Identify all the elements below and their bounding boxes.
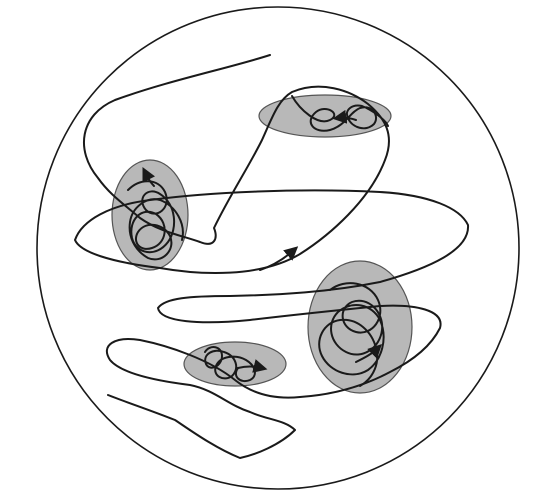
domain-circle xyxy=(36,6,520,490)
loops-right xyxy=(318,282,385,387)
arrow-left xyxy=(142,166,156,187)
loops-left xyxy=(127,180,184,261)
trajectory-main-path xyxy=(74,54,470,459)
arrow-right xyxy=(355,344,382,363)
loops-bottom xyxy=(204,346,256,382)
arrow-top-right xyxy=(332,109,357,124)
region-left xyxy=(111,159,189,271)
arrow-bottom xyxy=(237,359,268,373)
trajectory-arrow-main xyxy=(259,246,299,271)
region-right xyxy=(307,260,413,394)
